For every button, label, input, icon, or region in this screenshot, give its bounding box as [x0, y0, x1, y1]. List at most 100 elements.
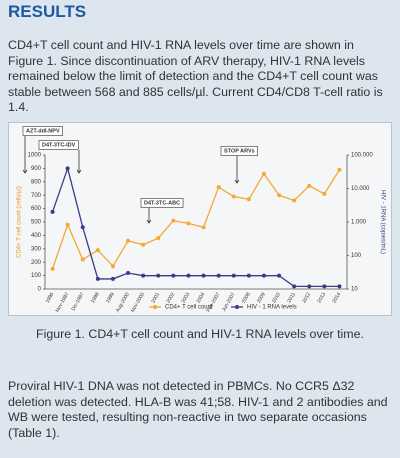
x-tick-label: 2012: [301, 291, 312, 304]
x-tick-label: 2008: [241, 291, 252, 304]
data-point: [322, 191, 327, 196]
y-tick-label: 200: [31, 260, 42, 266]
legend-label: HIV - 1 RNA levels: [247, 305, 297, 311]
annotation: STOP ARVs: [220, 146, 258, 184]
paragraph: Proviral HIV-1 DNA was not detected in P…: [8, 379, 388, 440]
series-line: [51, 166, 340, 287]
x-tick-label: 1996: [45, 291, 56, 304]
data-point: [110, 276, 115, 281]
data-point: [307, 284, 312, 289]
data-point: [322, 284, 327, 289]
arrow-head: [22, 169, 28, 174]
data-point: [171, 273, 176, 278]
x-tick-label: 2003: [181, 291, 192, 304]
y-tick-label: 100: [31, 273, 42, 279]
data-point: [216, 273, 221, 278]
x-tick-label: 1998: [90, 291, 101, 304]
data-point: [246, 197, 251, 202]
y2-tick-label: 10.000: [351, 186, 370, 192]
data-point: [95, 248, 100, 253]
x-tick-label: 1999: [105, 291, 116, 304]
y-tick-label: 900: [31, 166, 42, 172]
x-tick-label: 2013: [316, 291, 327, 304]
annotation-label: AZT-ddI-NPV: [26, 128, 60, 134]
data-point: [65, 222, 70, 227]
y-tick-label: 800: [31, 179, 42, 185]
data-point: [186, 221, 191, 226]
x-tick-label: 2001: [150, 291, 161, 304]
legend-marker: [235, 305, 239, 309]
x-tick-label: 2014: [332, 291, 343, 304]
figure-caption: Figure 1. CD4+T cell count and HIV-1 RNA…: [36, 327, 364, 341]
data-point: [216, 185, 221, 190]
data-point: [80, 225, 85, 230]
data-point: [110, 264, 115, 269]
data-point: [246, 273, 251, 278]
x-tick-label: Nov-2000: [130, 291, 146, 313]
data-point: [186, 273, 191, 278]
data-point: [231, 273, 236, 278]
arrow-head: [76, 169, 82, 174]
x-tick-label: 2002: [165, 291, 176, 304]
y-tick-label: 0: [38, 287, 42, 293]
data-point: [141, 242, 146, 247]
data-point: [292, 198, 297, 203]
data-point: [171, 218, 176, 223]
x-tick-label: 2004: [196, 291, 207, 304]
y-tick-label: 500: [31, 220, 42, 226]
x-tick-label: Jun-2007: [221, 291, 237, 312]
data-point: [126, 271, 131, 276]
annotation-box: [38, 140, 79, 150]
data-point: [156, 273, 161, 278]
annotation-label: STOP ARVs: [224, 148, 255, 154]
data-point: [156, 236, 161, 241]
data-point: [141, 273, 146, 278]
annotation-label: D4T-3TC-ABC: [144, 200, 180, 206]
annotation: D4T-3TC-ABC: [140, 198, 184, 224]
x-tick-label: 2009: [256, 291, 267, 304]
x-tick-label: Nov-1997: [54, 291, 70, 313]
y-axis-title: CD4+ T cell count (cells/µl): [17, 186, 23, 258]
paragraph: CD4+T cell count and HIV-1 RNA levels ov…: [8, 38, 383, 114]
data-point: [277, 193, 282, 198]
data-point: [201, 273, 206, 278]
annotation-box: [140, 198, 184, 208]
data-point: [80, 257, 85, 262]
y-tick-label: 400: [31, 233, 42, 239]
data-point: [292, 284, 297, 289]
data-point: [231, 194, 236, 199]
annotation-label: D4T-3TC-IDV: [42, 142, 76, 148]
y2-tick-label: 100: [351, 253, 362, 259]
y-tick-label: 300: [31, 246, 42, 252]
y2-axis-title: HIV - 1RNA (copies/mL): [379, 190, 385, 254]
data-point: [126, 238, 131, 243]
data-point: [50, 209, 55, 214]
data-point: [50, 266, 55, 271]
data-point: [277, 273, 282, 278]
series-line: [51, 169, 341, 270]
annotation: AZT-ddI-NPV: [22, 126, 63, 174]
y2-tick-label: 10: [351, 287, 358, 293]
data-point: [337, 284, 342, 289]
y2-tick-label: 1.000: [351, 220, 367, 226]
data-point: [201, 225, 206, 230]
legend-label: CD4+ T cell count: [165, 305, 213, 311]
data-point: [307, 183, 312, 188]
y2-tick-label: 100.000: [351, 153, 373, 159]
x-tick-label: 2011: [286, 291, 297, 304]
section-title: RESULTS: [8, 2, 87, 21]
y-tick-label: 600: [31, 206, 42, 212]
annotation: D4T-3TC-IDV: [38, 140, 82, 174]
arrow-head: [146, 219, 152, 224]
data-point: [261, 171, 266, 176]
y-tick-label: 1000: [28, 153, 42, 159]
annotation-box: [220, 146, 258, 156]
x-tick-label: 2010: [271, 291, 282, 304]
arrow-head: [234, 179, 240, 184]
legend-marker: [153, 305, 157, 309]
data-point: [65, 166, 70, 171]
y-tick-label: 700: [31, 193, 42, 199]
x-tick-label: Aug-2000: [115, 291, 131, 313]
data-point: [95, 276, 100, 281]
